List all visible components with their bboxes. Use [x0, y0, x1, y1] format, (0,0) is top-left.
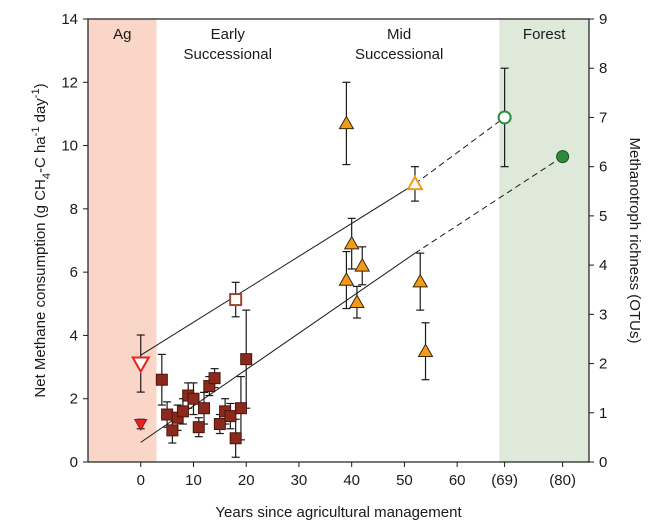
data-point — [131, 356, 151, 374]
data-point — [229, 432, 242, 445]
y-axis-label-right: Methanotroph richness (OTUs) — [626, 138, 643, 344]
plot-frame — [87, 18, 590, 463]
y-right-tick-label: 1 — [599, 405, 607, 422]
data-point — [229, 293, 243, 307]
region-labels: Ag Early Successional Mid Successional Forest — [113, 26, 566, 63]
data-point — [187, 392, 200, 405]
region-band — [499, 19, 589, 462]
y-right-axis-ticks: 0 1 2 3 4 5 6 7 8 9 — [589, 11, 607, 471]
data-point — [176, 405, 189, 418]
x-axis-ticks: 0 10 20 30 40 50 60 (69) (80) — [137, 462, 576, 489]
data-point — [161, 408, 174, 421]
data-point — [354, 257, 371, 272]
data-point — [234, 402, 247, 415]
y-left-tick-label: 4 — [70, 327, 78, 344]
y-right-tick-label: 9 — [599, 11, 607, 28]
data-point — [224, 410, 237, 423]
data-point — [412, 273, 429, 288]
data-point — [133, 419, 148, 432]
y-left-axis-ticks: 0 2 4 6 8 10 12 14 — [61, 11, 88, 471]
data-points — [131, 110, 570, 445]
region-label: Early — [211, 26, 246, 43]
trend-line-dashed — [414, 117, 505, 185]
data-point — [240, 353, 253, 366]
y-left-tick-label: 14 — [61, 11, 78, 28]
y-axis-label-left: Net Methane consumption (g CH4-C ha-1 da… — [30, 83, 53, 397]
x-tick-label: (69) — [491, 472, 518, 489]
x-tick-label: 30 — [291, 472, 308, 489]
x-tick-label: 20 — [238, 472, 255, 489]
y-left-tick-label: 10 — [61, 138, 78, 155]
data-point — [338, 272, 355, 286]
data-point — [166, 424, 179, 437]
x-axis-label: Years since agricultural management — [215, 504, 462, 521]
data-point — [556, 150, 570, 164]
data-point — [155, 373, 168, 386]
data-point — [497, 110, 512, 125]
x-tick-label: (80) — [549, 472, 576, 489]
region-band — [156, 19, 299, 462]
y-left-tick-label: 2 — [70, 391, 78, 408]
x-tick-label: 50 — [396, 472, 413, 489]
data-point — [343, 235, 360, 250]
data-point — [213, 418, 226, 431]
x-tick-label: 40 — [343, 472, 360, 489]
y-left-tick-label: 6 — [70, 264, 78, 281]
y-right-tick-label: 8 — [599, 60, 607, 77]
y-left-tick-label: 0 — [70, 454, 78, 471]
data-point — [349, 294, 365, 308]
y-right-tick-label: 6 — [599, 159, 607, 176]
y-left-tick-label: 8 — [70, 201, 78, 218]
region-label: Successional — [184, 46, 272, 63]
y-right-tick-label: 2 — [599, 356, 607, 373]
region-band — [298, 19, 500, 462]
region-label: Successional — [355, 46, 443, 63]
x-tick-label: 60 — [449, 472, 466, 489]
data-point — [192, 421, 205, 434]
x-tick-label: 10 — [185, 472, 202, 489]
region-label: Ag — [113, 26, 131, 43]
data-point — [417, 343, 434, 357]
data-point — [198, 402, 211, 415]
data-point — [208, 372, 221, 385]
region-band — [88, 19, 157, 462]
y-right-tick-label: 0 — [599, 454, 607, 471]
region-label: Forest — [523, 26, 566, 43]
x-tick-label: 0 — [137, 472, 145, 489]
data-point — [338, 115, 355, 130]
trend-line-solid — [140, 183, 416, 356]
y-right-tick-label: 4 — [599, 257, 607, 274]
region-label: Mid — [387, 26, 411, 43]
y-left-tick-label: 12 — [61, 74, 78, 91]
y-right-tick-label: 3 — [599, 306, 607, 323]
y-right-tick-label: 5 — [599, 208, 607, 225]
region-backgrounds — [88, 19, 589, 462]
data-point — [406, 174, 424, 191]
y-right-tick-label: 7 — [599, 109, 607, 126]
